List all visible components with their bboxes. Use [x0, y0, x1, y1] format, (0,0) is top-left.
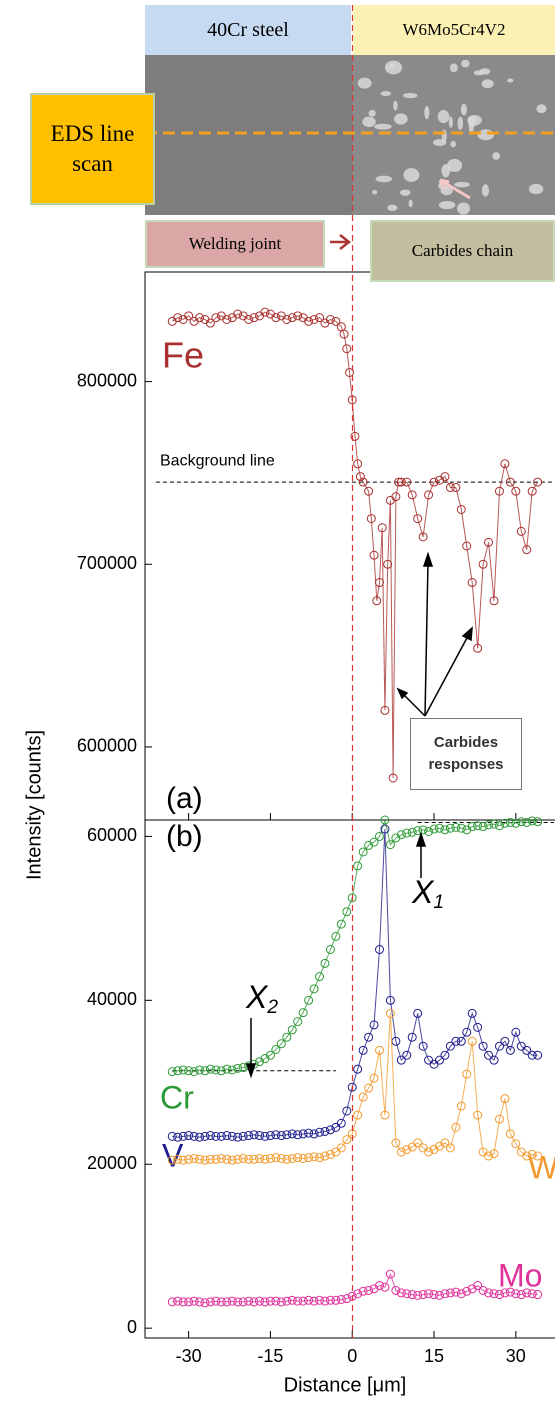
annotation-text: X — [411, 874, 435, 910]
particle — [389, 64, 394, 68]
joint-label: Welding joint — [145, 220, 325, 268]
particle — [461, 60, 470, 68]
particle — [482, 184, 489, 196]
particle — [454, 182, 470, 187]
particle — [458, 117, 464, 130]
series-label: W — [528, 1149, 555, 1185]
annotation-subscript: 2 — [266, 997, 278, 1018]
particle — [394, 113, 408, 124]
annotation: (a) — [166, 782, 203, 815]
annotation-text: X — [245, 979, 269, 1015]
particle — [403, 168, 419, 182]
y-tick-label: 700000 — [77, 553, 137, 573]
particle — [374, 124, 391, 130]
series-label: V — [162, 1137, 184, 1173]
y-tick-label: 40000 — [87, 989, 137, 1009]
series-line — [172, 820, 537, 1072]
particle — [358, 78, 372, 89]
particle — [403, 93, 417, 98]
particle — [457, 202, 470, 214]
particle — [393, 101, 397, 111]
annotation: X2 — [245, 979, 278, 1018]
series-line — [172, 1013, 537, 1160]
right-label: W6Mo5Cr4V2 — [353, 5, 555, 55]
series-label: Mo — [498, 1257, 542, 1293]
particle — [469, 119, 474, 133]
particle — [536, 104, 546, 113]
particle — [482, 79, 494, 88]
annotation-box: Carbides responses — [410, 718, 522, 790]
particle — [433, 139, 446, 146]
y-tick-label: 20000 — [87, 1153, 137, 1173]
carbide-label: Carbides chain — [370, 220, 555, 282]
x-tick-label: 15 — [424, 1346, 444, 1366]
y-tick-label: 600000 — [77, 736, 137, 756]
arrow — [330, 235, 349, 249]
particle — [409, 200, 413, 208]
particle — [450, 141, 456, 147]
x-tick-label: 30 — [506, 1346, 526, 1366]
series-line — [172, 312, 537, 778]
particle — [529, 184, 543, 194]
particle — [375, 176, 392, 183]
plot-frame — [145, 272, 555, 1338]
x-tick-label: -15 — [257, 1346, 283, 1366]
x-tick-label: 0 — [347, 1346, 357, 1366]
particle — [387, 205, 397, 211]
particle — [362, 117, 376, 127]
particle — [449, 116, 453, 128]
series-line — [172, 829, 537, 1137]
particle — [492, 152, 500, 160]
particle — [450, 63, 458, 72]
series-label: Cr — [160, 1079, 194, 1115]
particle — [438, 110, 450, 123]
y-tick-label: 800000 — [77, 370, 137, 390]
chart: 600000700000800000Background lineFe(a)In… — [0, 0, 555, 1402]
particle — [439, 201, 455, 209]
scan-label: EDS line scan — [30, 93, 155, 205]
annotation: Fe — [162, 335, 204, 376]
particle — [447, 159, 462, 172]
reference-label: Background line — [160, 452, 275, 469]
data-point — [168, 317, 176, 325]
annotation: X1 — [411, 874, 444, 913]
particle — [477, 129, 494, 140]
sem-image-left — [145, 55, 352, 215]
x-tick-label: -30 — [176, 1346, 202, 1366]
x-axis-label: Distance [μm] — [284, 1374, 407, 1396]
particle — [381, 91, 391, 96]
y-tick-label: 60000 — [87, 825, 137, 845]
particle — [461, 104, 467, 116]
annotation-subscript: 1 — [433, 892, 444, 913]
figure: 600000700000800000Background lineFe(a)In… — [0, 0, 555, 1402]
particle — [369, 110, 376, 117]
particle — [474, 70, 484, 75]
particle — [507, 78, 513, 82]
particle — [372, 190, 377, 195]
y-axis-label: Intensity [counts] — [23, 730, 45, 880]
particle — [424, 106, 429, 119]
particle — [400, 189, 411, 195]
particle — [385, 61, 402, 75]
y-tick-label: 0 — [127, 1317, 137, 1337]
annotation: (b) — [166, 820, 203, 853]
left-label: 40Cr steel — [145, 5, 351, 55]
annotation-arrows — [247, 554, 472, 1076]
